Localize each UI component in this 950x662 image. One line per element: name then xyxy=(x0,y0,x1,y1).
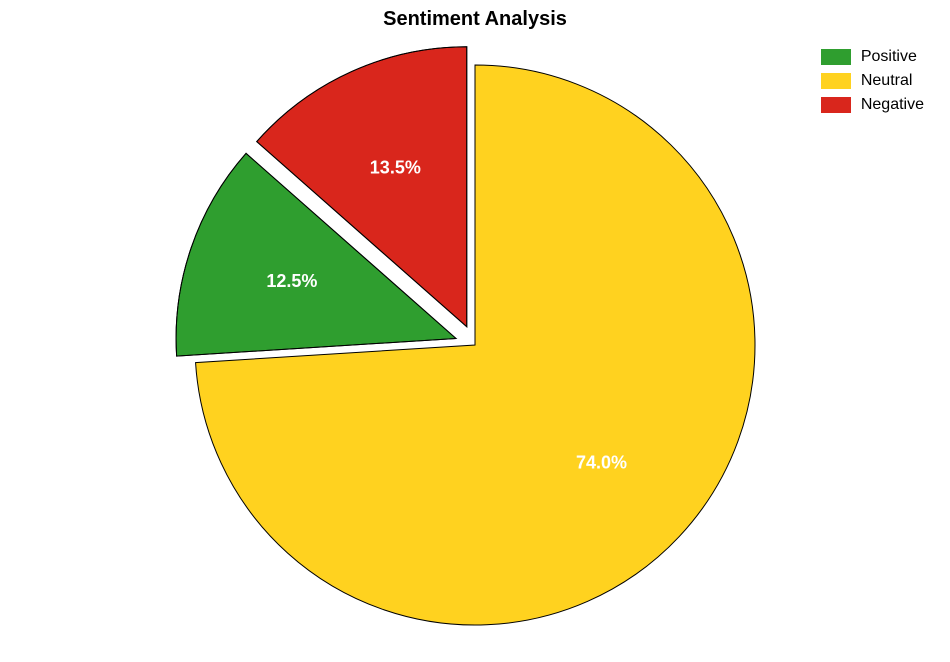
pie-svg: 74.0% 12.5% 13.5% xyxy=(0,0,950,662)
legend-item-positive: Positive xyxy=(821,48,924,66)
pie-slice-label-neutral: 74.0% xyxy=(576,453,627,473)
legend-label: Negative xyxy=(861,96,924,114)
legend-item-neutral: Neutral xyxy=(821,72,924,90)
pie-slice-label-positive: 12.5% xyxy=(266,271,317,291)
legend-swatch xyxy=(821,73,851,89)
legend-label: Positive xyxy=(861,48,917,66)
legend-swatch xyxy=(821,97,851,113)
sentiment-pie-chart: Sentiment Analysis 74.0%12.5%13.5% Posit… xyxy=(0,0,950,662)
legend-item-negative: Negative xyxy=(821,96,924,114)
legend: Positive Neutral Negative xyxy=(821,48,924,120)
pie-slice-label-negative: 13.5% xyxy=(370,157,421,177)
legend-label: Neutral xyxy=(861,72,913,90)
legend-swatch xyxy=(821,49,851,65)
